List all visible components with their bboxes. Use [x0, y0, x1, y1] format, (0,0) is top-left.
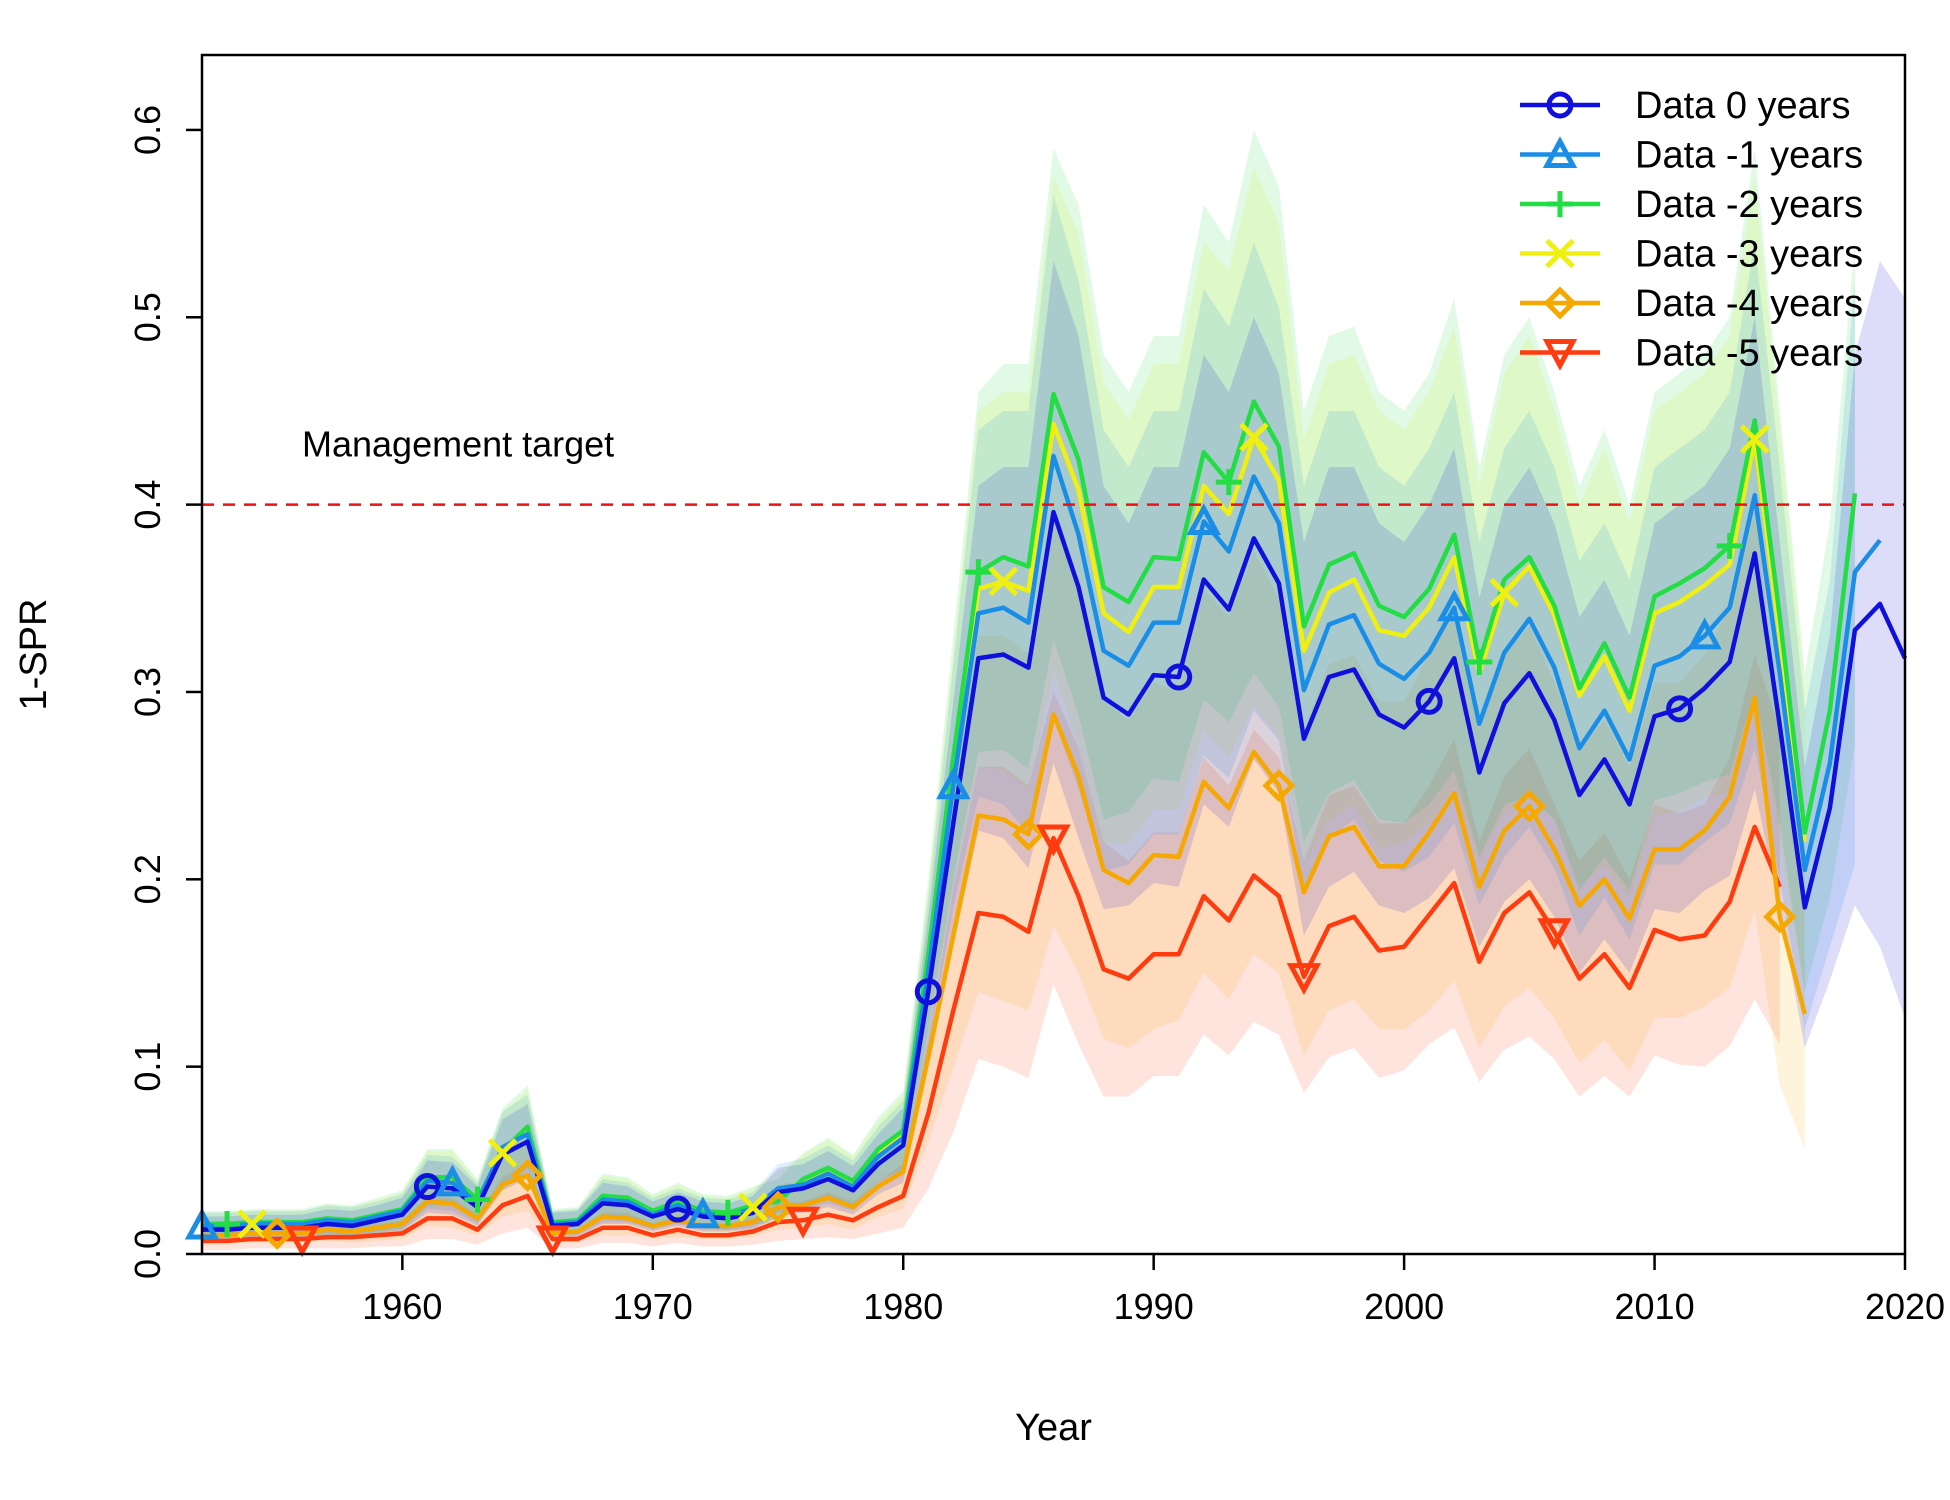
band-data-2-years	[202, 129, 1855, 1238]
y-axis: 0.0 0.1 0.2 0.3 0.4 0.5 0.6	[127, 105, 202, 1279]
marker-data-3-years	[487, 1138, 518, 1168]
x-tick-label: 2020	[1865, 1286, 1945, 1327]
x-tick-label: 1970	[613, 1286, 693, 1327]
band-data-1-years	[202, 195, 1855, 1240]
band-data-0-years	[202, 261, 1905, 1241]
x-tick-label: 1960	[362, 1286, 442, 1327]
marker-data-3-years	[1239, 422, 1269, 452]
band-data-3-years	[202, 167, 1805, 1240]
legend-label: Data 0 years	[1635, 85, 1850, 127]
marker-data-1-years	[1437, 589, 1472, 622]
x-tick-label: 2010	[1615, 1286, 1695, 1327]
marker-data-4-years	[761, 1190, 795, 1224]
y-tick-label: 0.1	[127, 1042, 168, 1092]
legend-marker	[1543, 286, 1577, 320]
y-axis-title: 1-SPR	[13, 599, 55, 711]
marker-data-3-years	[738, 1192, 768, 1222]
legend-marker	[1542, 136, 1578, 169]
marker-data-3-years	[237, 1209, 267, 1239]
marker-data-5-years	[1286, 963, 1322, 995]
legend-marker	[1547, 191, 1573, 217]
y-tick-label: 0.2	[127, 854, 168, 904]
marker-data-2-years	[1716, 532, 1743, 559]
management-target-label: Management target	[302, 424, 614, 465]
legend-item-data-1-years: Data -1 years	[1520, 135, 1863, 177]
legend-label: Data -1 years	[1635, 135, 1863, 177]
line-data-4-years	[202, 695, 1808, 1238]
marker-data-1-years	[1186, 503, 1221, 536]
legend-item-data-4-years: Data -4 years	[1520, 283, 1863, 325]
band-data-4-years	[202, 485, 1805, 1245]
marker-data-3-years	[1489, 577, 1520, 608]
y-tick-label: 0.5	[127, 292, 168, 342]
line-data-0-years	[202, 509, 1908, 1232]
legend-item-data-5-years: Data -5 years	[1520, 333, 1863, 375]
marker-data-0-years	[1415, 687, 1443, 715]
marker-data-2-years	[714, 1199, 741, 1226]
x-axis-title: Year	[1015, 1407, 1092, 1449]
marker-data-1-years	[936, 767, 971, 800]
confidence-bands	[202, 129, 1905, 1251]
marker-data-5-years	[284, 1225, 320, 1258]
legend-marker	[1545, 238, 1575, 269]
marker-data-4-years	[1763, 900, 1797, 934]
plot-frame	[200, 53, 1907, 1256]
y-tick-label: 0.0	[127, 1229, 168, 1279]
legend-label: Data -4 years	[1635, 283, 1863, 325]
x-tick-label: 1980	[863, 1286, 943, 1327]
x-tick-label: 2000	[1364, 1286, 1444, 1327]
marker-data-2-years	[214, 1211, 241, 1238]
legend-item-data-2-years: Data -2 years	[1520, 184, 1863, 226]
marker-data-5-years	[535, 1225, 570, 1258]
band-data-5-years	[202, 654, 1780, 1251]
marker-data-4-years	[1262, 769, 1296, 803]
marker-data-3-years	[1739, 424, 1770, 454]
legend-marker	[1542, 338, 1578, 371]
line-data-5-years	[202, 824, 1782, 1244]
marker-data-4-years	[1512, 789, 1546, 823]
legend: Data 0 years Data -1 years Data -2 years Da…	[1520, 85, 1863, 375]
legend-label: Data -2 years	[1635, 184, 1863, 226]
marker-data-5-years	[1036, 824, 1071, 857]
marker-data-2-years	[464, 1186, 491, 1213]
marker-data-0-years	[1666, 695, 1694, 723]
y-tick-label: 0.4	[127, 480, 168, 530]
marker-data-0-years	[914, 978, 942, 1006]
legend-label: Data -5 years	[1635, 333, 1863, 375]
marker-data-1-years	[685, 1196, 721, 1229]
marker-data-0-years	[413, 1173, 441, 1201]
marker-data-2-years	[1215, 469, 1242, 496]
legend-label: Data -3 years	[1635, 234, 1863, 276]
legend-item-data-0-years: Data 0 years	[1520, 85, 1850, 127]
marker-data-0-years	[664, 1195, 692, 1223]
marker-data-0-years	[1165, 663, 1193, 691]
marker-data-1-years	[1687, 617, 1722, 650]
y-tick-label: 0.3	[127, 667, 168, 717]
x-axis: 1960 1970 1980 1990 2000 2010 2020	[362, 1254, 1945, 1327]
y-tick-label: 0.6	[127, 105, 168, 155]
legend-item-data-3-years: Data -3 years	[1520, 234, 1863, 276]
marker-data-4-years	[511, 1158, 545, 1192]
marker-data-2-years	[965, 559, 992, 586]
marker-data-5-years	[785, 1206, 821, 1239]
x-tick-label: 1990	[1114, 1286, 1194, 1327]
marker-data-3-years	[988, 566, 1019, 597]
marker-data-5-years	[1537, 918, 1572, 951]
marker-data-1-years	[435, 1164, 470, 1197]
marker-data-4-years	[260, 1216, 294, 1250]
marker-data-4-years	[1011, 817, 1045, 851]
marker-data-2-years	[1466, 648, 1493, 675]
legend-marker	[1546, 91, 1574, 119]
